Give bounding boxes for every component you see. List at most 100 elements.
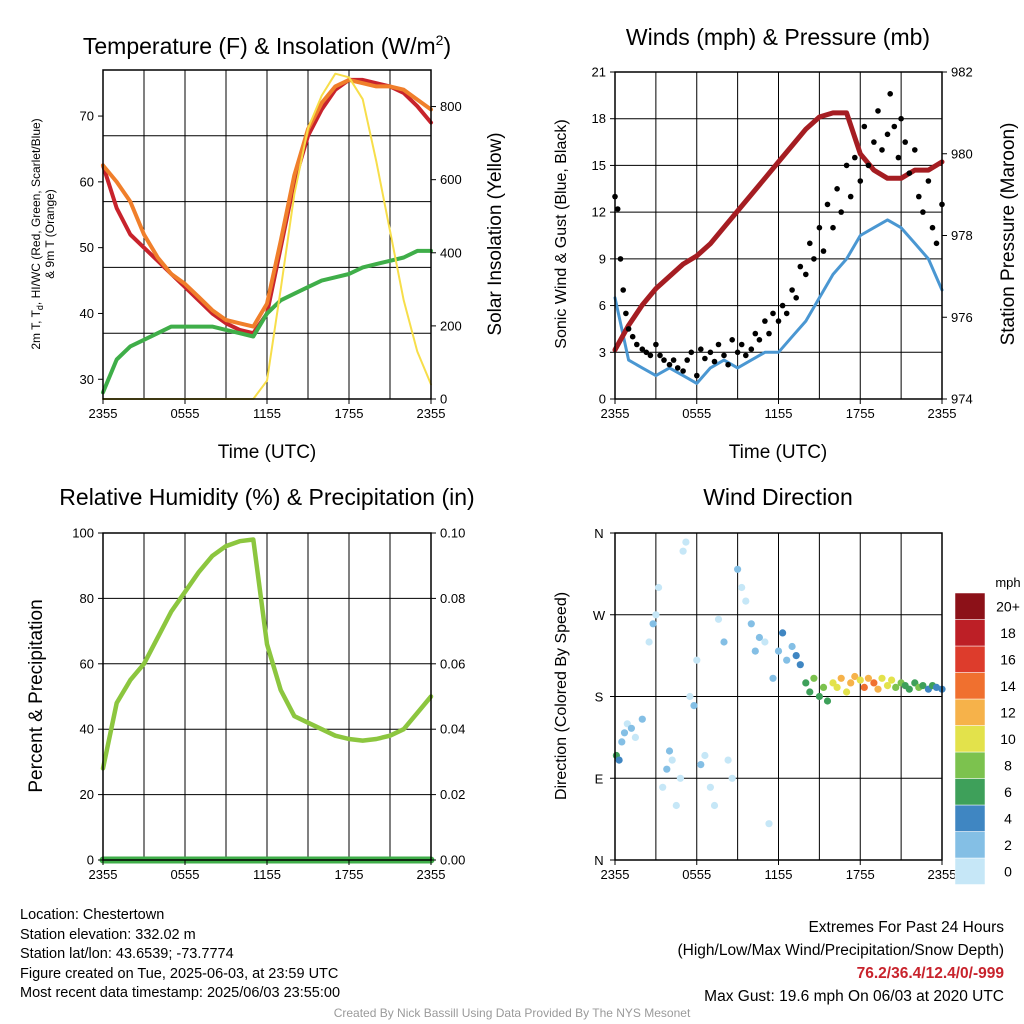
gust-point [670,357,677,363]
direction-point [751,647,759,655]
direction-point [655,583,663,592]
y-axis-label-left: Sonic Wind & Gust (Blue, Black) [553,119,570,348]
colorbar-label: 14 [1000,678,1016,694]
direction-point [802,679,810,687]
y-axis-label-right: Solar Insolation (Yellow) [485,132,506,335]
colorbar-label: 18 [1000,625,1016,641]
direction-point [843,688,851,696]
gust-point [793,295,799,301]
gust-point [688,349,695,356]
gust-point [647,352,654,359]
gust-point [912,147,918,153]
direction-point [728,774,736,782]
y-tick-label: 15 [592,158,606,173]
direction-point [663,765,671,773]
colorbar-label: 8 [1004,757,1012,773]
direction-point [765,820,773,828]
gust-point [634,341,640,348]
x-tick-label: 2355 [928,406,957,421]
gust-point [875,108,881,114]
station-info: Location: Chestertown Station elevation:… [20,906,340,1004]
y-tick-label: 20 [80,787,94,802]
colorbar-label: 12 [1000,704,1016,720]
direction-point [806,688,814,696]
gust-point [743,352,749,359]
series-rh [100,537,434,771]
gust-point [762,318,768,324]
y-tick-label: 18 [592,111,606,126]
series-temp_9m [101,77,433,329]
direction-point [638,715,646,723]
colorbar-swatch [954,725,986,753]
x-tick-label: 0555 [682,406,711,421]
colorbar-unit-label: mph [995,575,1020,590]
y2-tick-label: 0.08 [440,591,465,606]
figure-created: Figure created on Tue, 2025-06-03, at 23… [20,965,339,982]
gust-point [623,310,629,317]
direction-point [710,801,719,810]
gust-point [865,162,872,169]
series-dewpoint [101,248,433,395]
gust-point [852,154,858,161]
y2-tick-label: 200 [440,318,462,333]
direction-point [682,538,690,546]
direction-point [883,682,892,690]
gust-point [775,318,782,324]
gust-point [770,310,776,317]
x-tick-label: 2355 [417,867,446,882]
gust-point [694,372,700,379]
x-tick-label: 2355 [928,867,957,882]
colorbar-label: 10 [1000,731,1016,747]
gust-point [783,310,790,317]
colorbar-label: 16 [1000,651,1016,667]
direction-point [676,774,685,782]
gust-point [653,341,659,348]
direction-point [690,702,698,710]
direction-point [668,756,676,764]
gust-point [916,193,922,200]
direction-point [905,685,913,693]
gust-point [834,186,840,192]
direction-point [672,801,680,810]
y-tick-label: 100 [72,526,94,541]
gust-point [643,349,650,356]
y-axis-label-left: 2m T, Td, HI/WC (Red, Green, Scarlet/Blu… [29,118,45,349]
x-tick-label: 1755 [846,406,875,421]
gust-point [629,333,636,340]
temperature-panel: Temperature (F) & Insolation (W/m2)2355 0… [29,32,506,463]
gust-point [711,358,718,365]
gust-point [756,337,763,343]
direction-point [774,647,783,655]
x-tick-label: 1155 [253,406,281,421]
direction-point [892,683,900,692]
gust-point [698,346,704,353]
gust-point [803,271,809,278]
direction-point [679,547,687,555]
x-tick-label: 2355 [89,406,118,421]
humidity-precip-panel: Relative Humidity (%) & Precipitation (i… [26,484,475,882]
y2-tick-label: 0.04 [440,722,465,737]
y2-tick-label: 978 [951,228,973,243]
gust-point [639,346,646,353]
extremes-values: 76.2/36.4/12.4/0/-999 [856,965,1004,982]
gust-point [620,287,626,293]
direction-point [823,697,832,705]
gust-point [657,352,663,359]
y-tick-label: 70 [80,109,94,124]
gust-point [729,337,735,343]
y-tick-label: 6 [599,298,606,313]
winds-pressure-panel: Winds (mph) & Pressure (mb) 2355 0555 1155 1… [553,24,1019,463]
direction-point [649,620,657,628]
colorbar-label: 20+ [996,598,1020,614]
direction-point [833,683,841,692]
gust-point [684,357,690,363]
direction-point [888,676,896,684]
direction-point [720,638,728,646]
colorbar-swatch [954,672,986,700]
colorbar-label: 4 [1004,810,1012,826]
direction-point [693,656,701,664]
y-tick-label: 50 [80,240,94,255]
direction-point [631,733,640,742]
